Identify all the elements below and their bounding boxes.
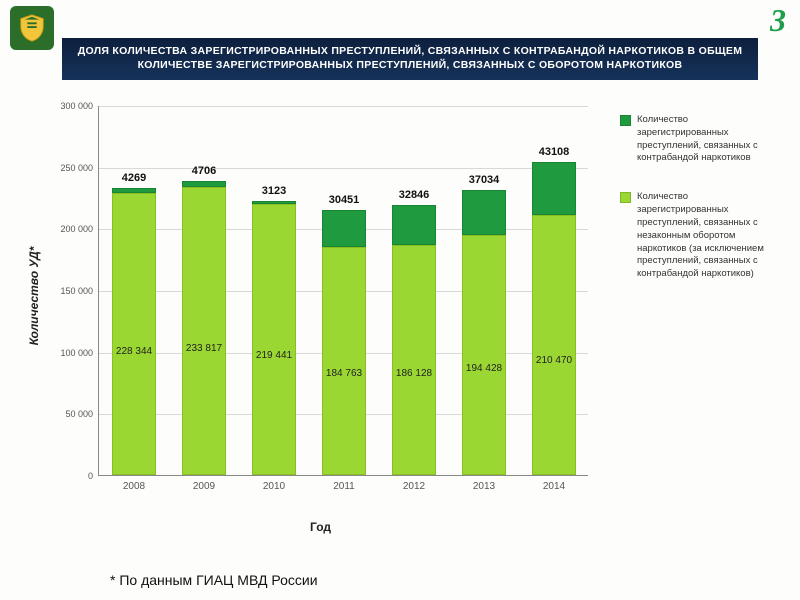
bar-base-value: 233 817	[186, 343, 222, 354]
legend: Количество зарегистрированных преступлен…	[620, 114, 778, 307]
bar-top-value: 4269	[122, 172, 146, 184]
x-tick-label: 2009	[193, 475, 215, 492]
y-tick-label: 150 000	[60, 286, 99, 296]
legend-item: Количество зарегистрированных преступлен…	[620, 191, 778, 281]
x-axis-label: Год	[310, 520, 331, 534]
bar-top-value: 37034	[469, 174, 500, 186]
bar-group: 32846186 128	[392, 205, 436, 475]
bar-group: 4269228 344	[112, 188, 156, 475]
bar-top	[462, 190, 506, 236]
page-number: 3	[770, 2, 786, 39]
y-tick-label: 200 000	[60, 224, 99, 234]
y-tick-label: 100 000	[60, 348, 99, 358]
bar-top	[392, 205, 436, 246]
x-tick-label: 2014	[543, 475, 565, 492]
bar-top	[532, 162, 576, 215]
y-tick-label: 50 000	[65, 409, 99, 419]
legend-text: Количество зарегистрированных преступлен…	[637, 191, 778, 281]
bar-base-value: 184 763	[326, 368, 362, 379]
bar-base-value: 228 344	[116, 346, 152, 357]
bar-top	[322, 210, 366, 248]
y-axis-label: Количество УД*	[27, 247, 41, 346]
bar-base-value: 219 441	[256, 350, 292, 361]
plot-area: 050 000100 000150 000200 000250 000300 0…	[98, 106, 588, 476]
x-tick-label: 2011	[333, 475, 355, 492]
bar-base	[252, 204, 296, 475]
page-title: ДОЛЯ КОЛИЧЕСТВА ЗАРЕГИСТРИРОВАННЫХ ПРЕСТ…	[72, 44, 748, 72]
customs-emblem	[10, 6, 54, 50]
bar-group: 4706233 817	[182, 181, 226, 475]
emblem-icon	[17, 13, 47, 43]
x-tick-label: 2010	[263, 475, 285, 492]
title-band: ДОЛЯ КОЛИЧЕСТВА ЗАРЕГИСТРИРОВАННЫХ ПРЕСТ…	[62, 38, 758, 80]
x-tick-label: 2012	[403, 475, 425, 492]
bar-top	[252, 201, 296, 205]
x-tick-label: 2008	[123, 475, 145, 492]
bar-base-value: 210 470	[536, 355, 572, 366]
legend-item: Количество зарегистрированных преступлен…	[620, 114, 778, 165]
bar-group: 43108210 470	[532, 162, 576, 475]
bar-base	[322, 247, 366, 475]
bar-top-value: 30451	[329, 194, 360, 206]
legend-swatch-icon	[620, 115, 631, 126]
legend-text: Количество зарегистрированных преступлен…	[637, 114, 778, 165]
bar-base	[112, 193, 156, 475]
legend-swatch-icon	[620, 192, 631, 203]
bar-base-value: 186 128	[396, 368, 432, 379]
gridline	[99, 168, 588, 169]
bar-base	[182, 187, 226, 475]
bar-base	[392, 245, 436, 475]
gridline	[99, 106, 588, 107]
bar-top-value: 32846	[399, 189, 430, 201]
y-tick-label: 300 000	[60, 101, 99, 111]
bar-base	[532, 215, 576, 475]
footnote: * По данным ГИАЦ МВД России	[110, 572, 318, 588]
bar-group: 37034194 428	[462, 190, 506, 475]
bar-top	[182, 181, 226, 187]
bar-group: 3123219 441	[252, 201, 296, 475]
y-tick-label: 250 000	[60, 163, 99, 173]
bar-base-value: 194 428	[466, 363, 502, 374]
bar-base	[462, 235, 506, 475]
bar-group: 30451184 763	[322, 210, 366, 475]
x-tick-label: 2013	[473, 475, 495, 492]
bar-top	[112, 188, 156, 193]
bar-top-value: 43108	[539, 146, 570, 158]
bar-top-value: 4706	[192, 165, 216, 177]
bar-top-value: 3123	[262, 185, 286, 197]
y-tick-label: 0	[88, 471, 99, 481]
